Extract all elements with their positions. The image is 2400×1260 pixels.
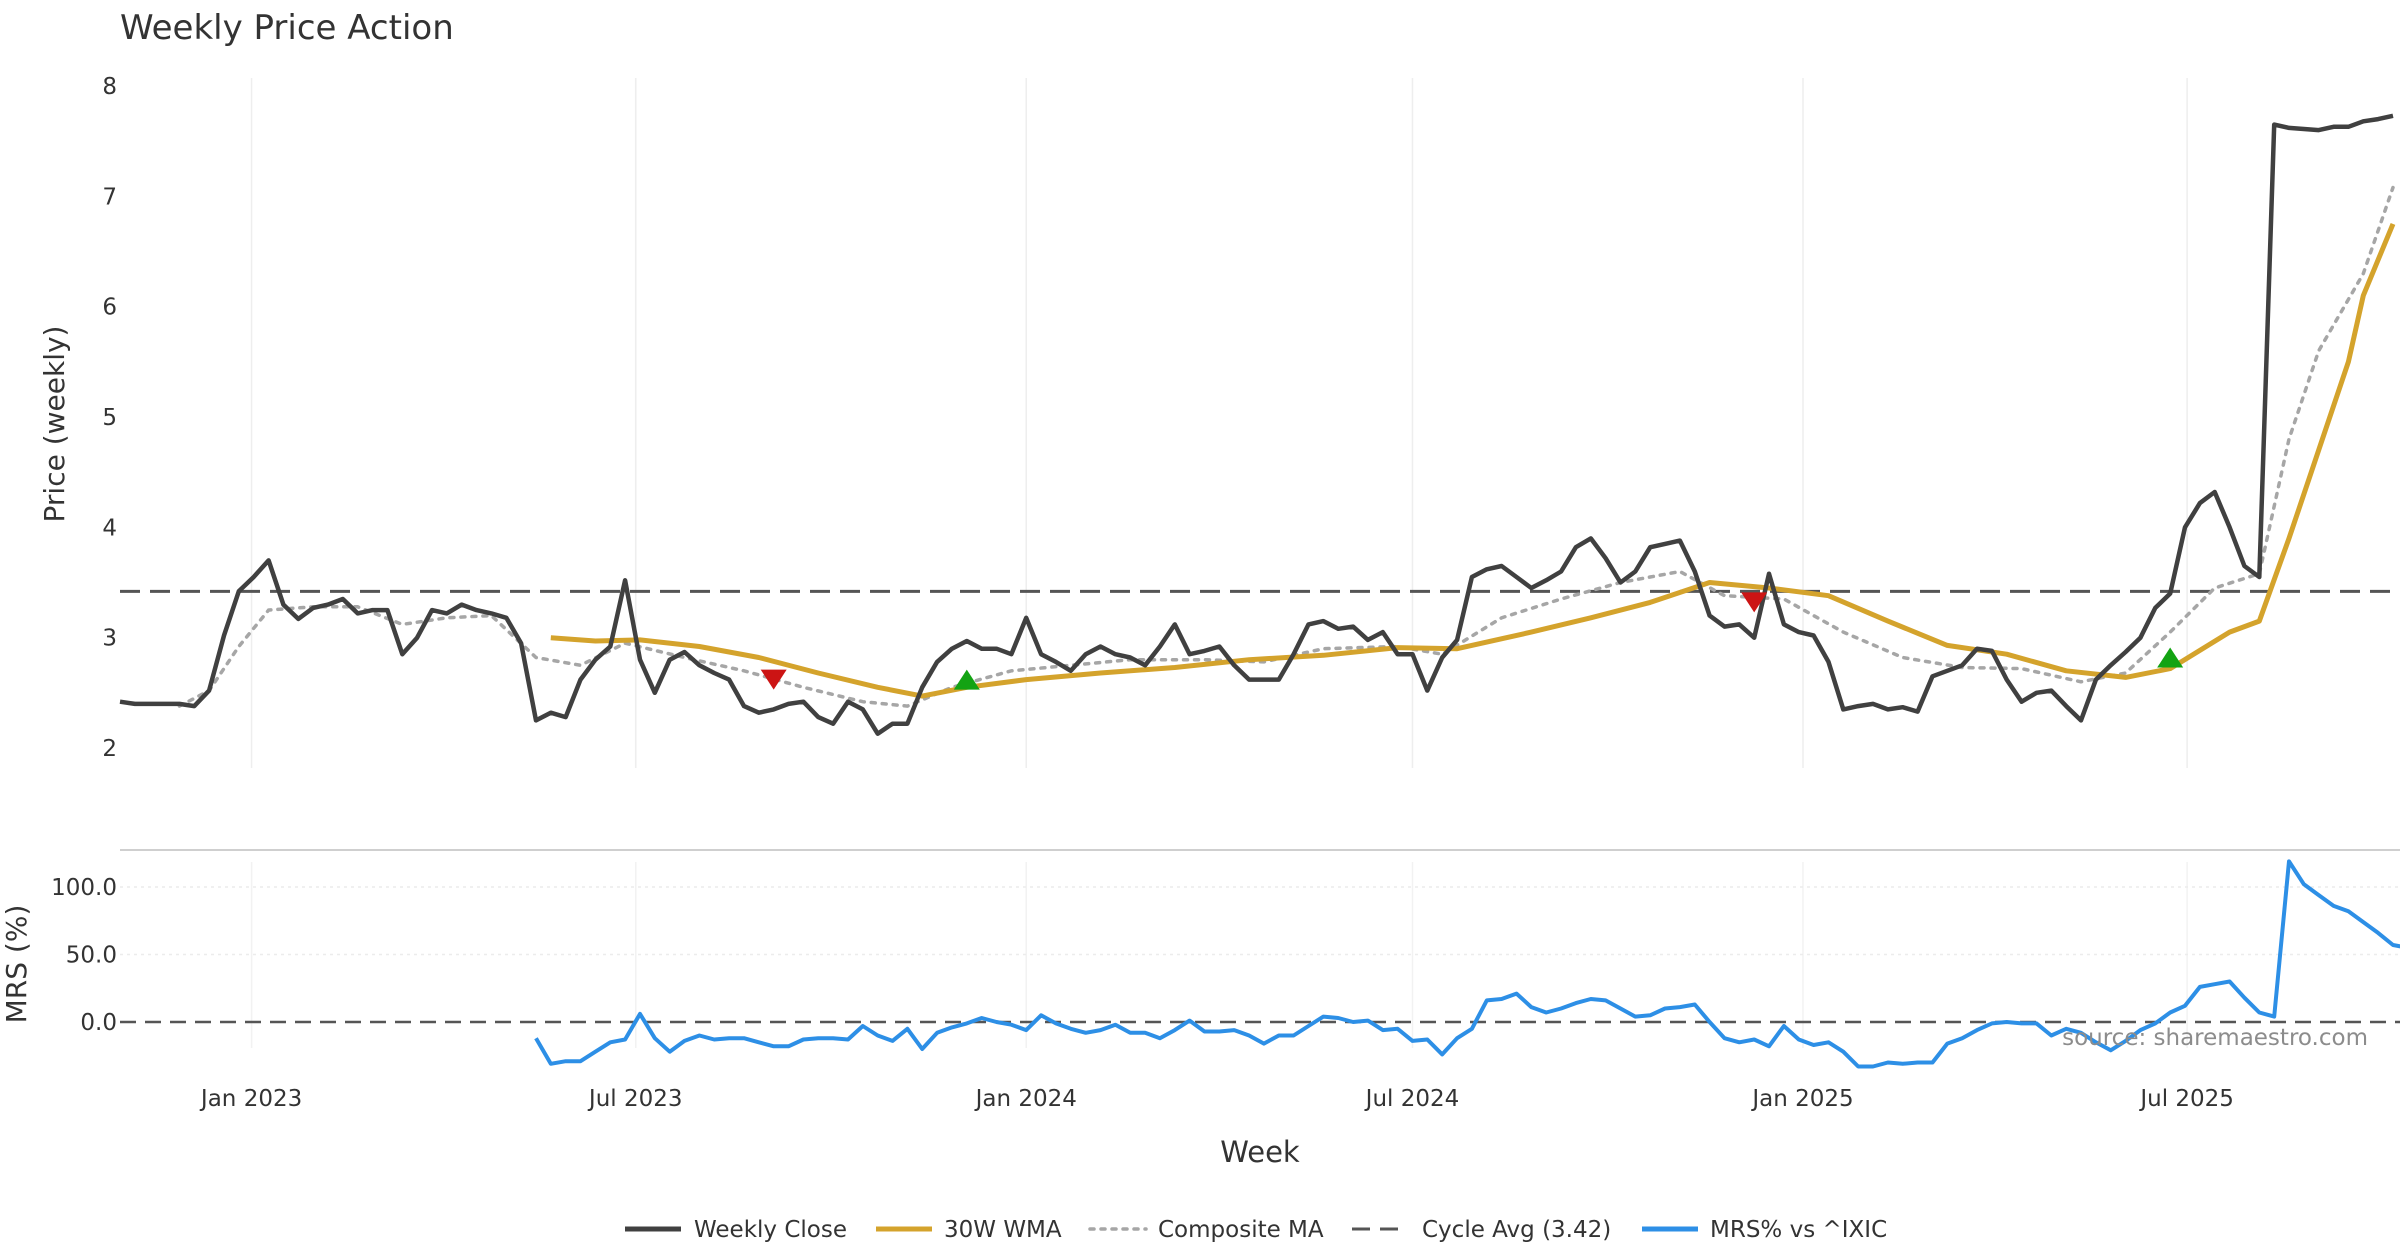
x-tick-label: Jan 2023 [199,1086,302,1112]
mrs-gridlines [120,862,2400,1048]
price-y-tick-label: 4 [102,515,117,541]
price-y-tick-label: 5 [102,405,117,431]
legend: Weekly Close 30W WMA Composite MA Cycle Avg… [625,1217,1887,1243]
x-axis-label: Week [1220,1135,1300,1169]
x-tick-label: Jul 2025 [2138,1086,2234,1112]
price-panel: 2 3 4 5 6 7 8 Price (weekly) [38,74,2400,768]
legend-label: Weekly Close [694,1217,847,1243]
mrs-y-tick-label: 50.0 [66,943,117,969]
buy-signal-marker [953,669,980,690]
buy-signal-marker [2157,647,2184,668]
price-y-tick-label: 3 [102,626,117,652]
price-y-ticks: 2 3 4 5 6 7 8 [102,74,117,762]
chart-title: Weekly Price Action [120,8,454,48]
x-tick-label: Jul 2024 [1364,1086,1460,1112]
wma-30w-line [550,222,2396,699]
price-y-tick-label: 7 [102,184,117,210]
sell-signal-marker [760,669,787,690]
price-y-tick-label: 2 [102,736,117,762]
price-y-tick-label: 6 [102,295,117,321]
x-tick-label: Jan 2025 [1750,1086,1853,1112]
sell-signal-marker [1741,592,1768,613]
mrs-y-ticks: 100.0 50.0 0.0 [51,875,117,1036]
legend-label: 30W WMA [944,1217,1062,1243]
weekly-close-line [119,113,2394,736]
legend-label: MRS% vs ^IXIC [1710,1217,1887,1243]
price-gridlines [250,78,2188,768]
mrs-y-tick-label: 100.0 [51,875,117,901]
x-tick-label: Jan 2024 [974,1086,1077,1112]
mrs-y-axis-label: MRS (%) [0,905,33,1024]
legend-label: Composite MA [1158,1217,1324,1243]
source-note: source: sharemaestro.com [2062,1025,2368,1051]
mrs-panel: 100.0 50.0 0.0 MRS (%) source: sharemaestr… [0,859,2400,1069]
price-y-tick-label: 8 [102,74,117,100]
mrs-y-tick-label: 0.0 [80,1010,117,1036]
x-tick-label: Jul 2023 [587,1086,683,1112]
price-y-axis-label: Price (weekly) [38,326,71,523]
legend-label: Cycle Avg (3.42) [1422,1217,1611,1243]
x-axis-ticks: Jan 2023 Jul 2023 Jan 2024 Jul 2024 Jan 2025… [199,1086,2234,1112]
signal-markers [760,592,2184,690]
mrs-line [534,859,2400,1069]
